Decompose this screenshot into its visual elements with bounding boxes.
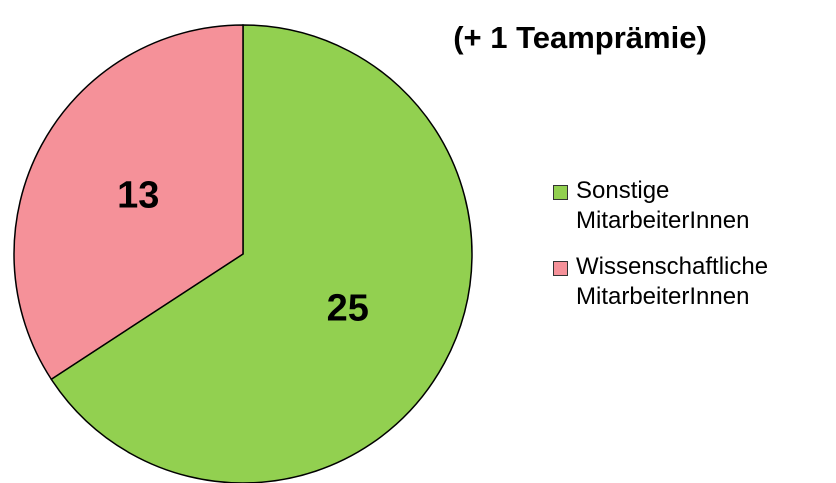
legend-label: Sonstige MitarbeiterInnen [576, 177, 750, 234]
legend: Sonstige MitarbeiterInnen Wissenschaftlic… [553, 176, 836, 328]
legend-item: Sonstige MitarbeiterInnen [553, 176, 836, 236]
legend-label: Wissenschaftliche MitarbeiterInnen [576, 253, 769, 310]
pie-slice [13, 24, 244, 381]
legend-swatch [553, 185, 568, 200]
pie-slice [50, 24, 473, 483]
legend-item: Wissenschaftliche MitarbeiterInnen [553, 252, 836, 312]
data-label: 25 [327, 288, 369, 330]
data-label: 13 [117, 174, 159, 216]
chart-title: (+ 1 Teamprämie) [453, 20, 707, 55]
legend-swatch [553, 261, 568, 276]
